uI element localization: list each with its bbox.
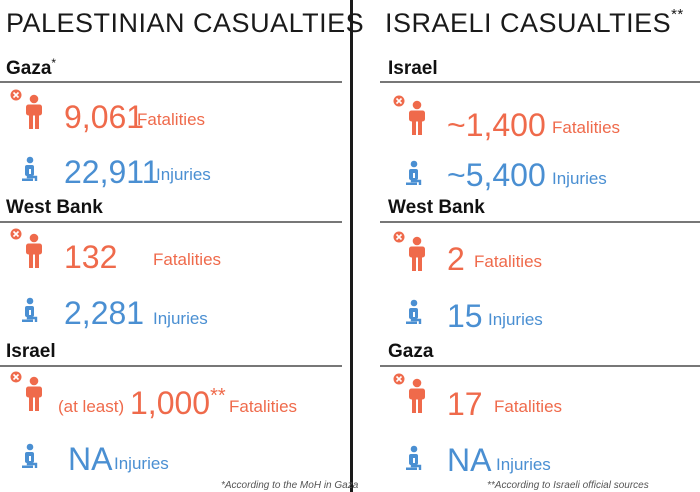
left-section-gaza-heading: Gaza* [6,56,57,79]
left-israel-fatalities-prefix: (at least) [58,397,125,416]
left-footnote: *According to the MoH in Gaza [221,480,359,491]
left-gaza-rule [0,81,342,83]
person-injury-icon [406,445,426,476]
right-westbank-injuries-value: 15 [447,298,483,334]
left-westbank-fatalities-value: 132 [64,239,118,275]
person-injury-icon [406,160,426,191]
right-westbank-injuries-label: Injuries [488,310,543,329]
right-westbank-fatalities-value: 2 [447,241,465,277]
right-israel-heading-text: Israel [388,58,438,79]
person-fatality-icon [10,88,50,137]
left-title: PALESTINIAN CASUALTIES [6,10,364,37]
right-israel-injuries-label: Injuries [552,169,607,188]
left-westbank-fatalities-label: Fatalities [153,250,222,269]
left-israel-fatalities-mark: ** [210,385,226,407]
right-israel-fatalities-label: Fatalities [552,118,621,137]
person-fatality-icon [10,227,50,276]
left-gaza-heading-mark: * [51,56,57,70]
right-gaza-injuries-label: Injuries [496,455,551,474]
right-title: ISRAELI CASUALTIES** [385,7,684,38]
left-title-text: PALESTINIAN CASUALTIES [6,8,365,38]
right-westbank-fatalities-label: Fatalities [474,252,543,271]
right-section-gaza-heading: Gaza [388,342,433,361]
right-israel-fatalities-value: ~1,400 [447,107,546,143]
person-injury-icon [406,299,426,330]
right-gaza-fatalities-label: Fatalities [494,397,563,416]
right-gaza-heading-text: Gaza [388,341,434,362]
person-injury-icon [22,443,42,474]
left-israel-heading-text: Israel [6,341,56,362]
left-section-israel-heading: Israel [6,342,56,361]
left-gaza-heading-text: Gaza [6,58,52,79]
right-gaza-injuries-value: NA [447,442,492,478]
person-fatality-icon [393,94,433,143]
left-section-westbank-heading: West Bank [6,198,103,217]
left-israel-fatalities-number: 1,000 [130,385,211,421]
right-section-israel-heading: Israel [388,59,438,78]
column-divider [350,0,353,492]
left-westbank-rule [0,221,342,223]
left-israel-injuries-label: Injuries [114,454,169,473]
left-gaza-fatalities-label: Fatalities [137,110,206,129]
left-israel-fatalities-label: Fatalities [229,397,298,416]
left-gaza-injuries-label: Injuries [156,165,211,184]
left-westbank-injuries-label: Injuries [153,309,208,328]
left-gaza-injuries-value: 22,911 [64,154,160,190]
left-westbank-heading-text: West Bank [6,197,103,218]
person-fatality-icon [10,370,50,419]
left-westbank-injuries-value: 2,281 [64,295,145,331]
left-israel-injuries-value: NA [68,441,113,477]
left-israel-rule [0,365,342,367]
left-gaza-fatalities-value: 9,061 [64,99,145,135]
person-fatality-icon [393,230,433,279]
person-injury-icon [22,156,42,187]
right-section-westbank-heading: West Bank [388,198,485,217]
right-title-text: ISRAELI CASUALTIES [385,8,672,38]
person-injury-icon [22,297,42,328]
right-westbank-heading-text: West Bank [388,197,485,218]
right-gaza-rule [380,365,700,367]
right-title-mark: ** [671,6,684,23]
right-israel-injuries-value: ~5,400 [447,157,546,193]
person-fatality-icon [393,372,433,421]
left-israel-fatalities-value: 1,000** [130,385,226,421]
right-gaza-fatalities-value: 17 [447,386,483,422]
right-footnote: **According to Israeli official sources [487,480,649,491]
right-israel-rule [380,81,700,83]
right-westbank-rule [380,221,700,223]
